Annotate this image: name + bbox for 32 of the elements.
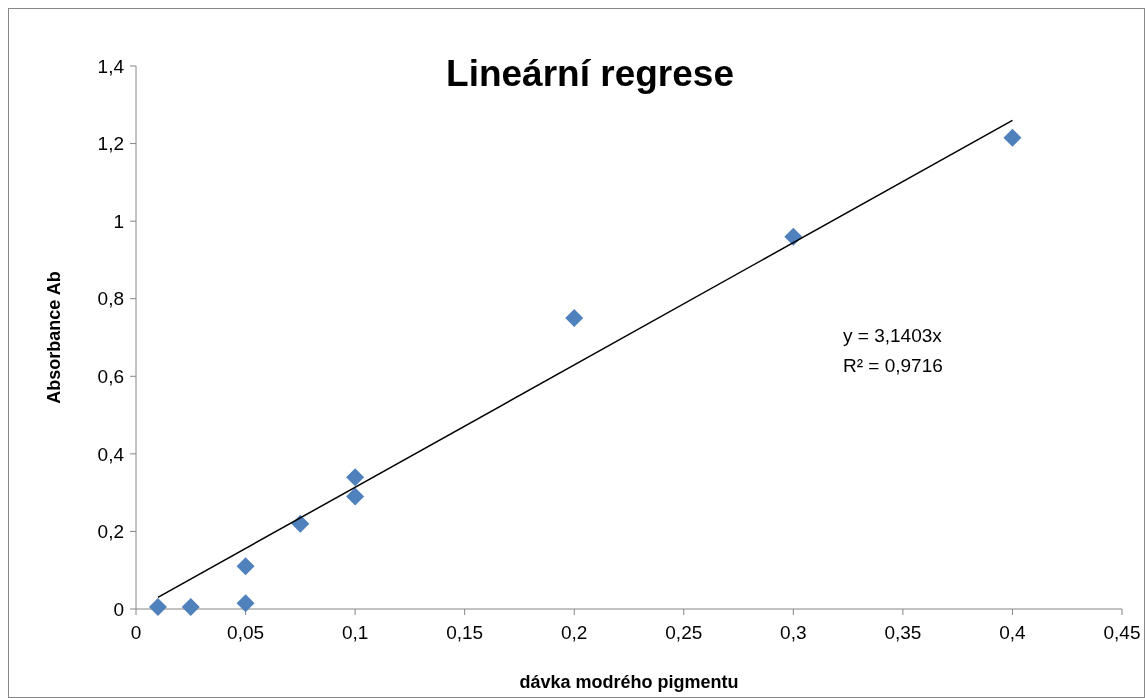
point [346, 468, 365, 487]
y-tick-label: 0,6 [97, 365, 124, 387]
x-tick-label: 0,3 [780, 622, 807, 643]
point [565, 309, 584, 328]
point [236, 557, 255, 576]
y-tick-label: 1,4 [97, 55, 125, 77]
point [1003, 128, 1022, 147]
y-tick-label: 1,2 [97, 133, 124, 155]
x-axis-title: dávka modrého pigmentu [519, 672, 739, 692]
point [784, 227, 803, 246]
point [148, 598, 167, 617]
x-tick-label: 0,15 [446, 622, 484, 643]
annotation: y = 3,1403x [843, 325, 943, 346]
y-tick-label: 0 [113, 598, 124, 620]
x-tick-label: 0,05 [227, 622, 265, 643]
x-tick-label: 0,35 [884, 622, 922, 643]
x-tick-label: 0,2 [561, 622, 588, 643]
x-tick-label: 0,45 [1103, 622, 1141, 643]
point [236, 594, 255, 613]
y-tick-label: 0,2 [97, 521, 124, 543]
x-tick-label: 0 [130, 622, 142, 643]
point [181, 598, 200, 617]
y-tick-label: 0,4 [97, 443, 125, 465]
x-tick-label: 0,1 [341, 622, 369, 643]
annotation: R² = 0,9716 [843, 355, 943, 376]
point [346, 487, 365, 506]
chart-title: Lineární regrese [446, 53, 734, 94]
x-tick-label: 0,4 [999, 622, 1027, 643]
y-axis-title: Absorbance Ab [44, 271, 64, 404]
x-tick-label: 0,25 [665, 622, 703, 643]
y-tick-label: 0,8 [97, 288, 124, 310]
y-tick-label: 1 [113, 210, 124, 232]
